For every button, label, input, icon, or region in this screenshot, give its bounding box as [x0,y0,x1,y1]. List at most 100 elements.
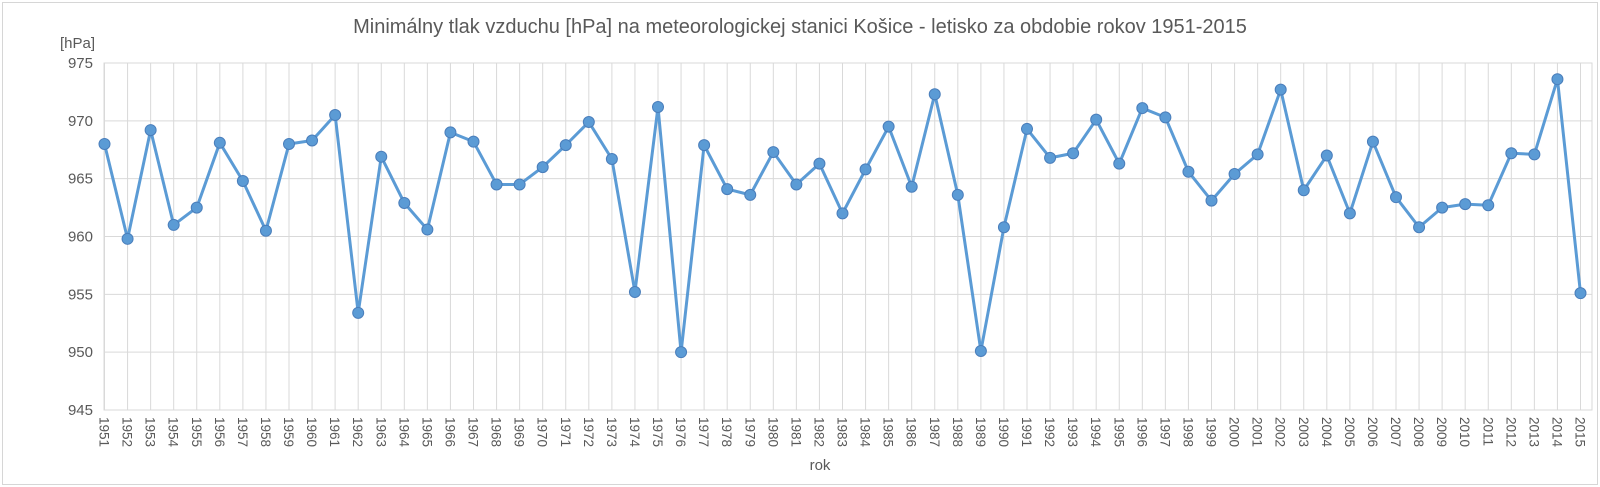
x-tick-label: 2011 [1480,417,1495,446]
x-tick-label: 1992 [1042,417,1057,447]
data-point-1956 [213,136,226,149]
x-tick-label: 1970 [535,417,550,447]
x-tick-label: 2001 [1250,417,1265,447]
plot-border [103,62,1593,411]
data-point-1966 [444,126,457,139]
x-tick-label: 1972 [581,417,596,447]
chart-title: Minimálny tlak vzduchu [hPa] na meteorol… [353,16,1247,38]
x-tick-label: 1986 [904,417,919,447]
data-point-1974 [628,286,641,299]
x-tick-label: 2000 [1227,417,1242,447]
data-point-1958 [259,224,272,237]
x-tick-label: 1966 [442,417,457,447]
x-tick-label: 1978 [719,417,734,447]
data-point-1981 [790,178,803,191]
x-tick-label: 1955 [189,417,204,447]
x-tick-label: 2009 [1434,417,1449,447]
data-point-2003 [1297,184,1310,197]
data-point-2007 [1390,191,1402,204]
x-tick-label: 1988 [950,417,965,447]
x-tick-label: 1997 [1157,417,1172,447]
y-tick-label: 970 [68,113,93,130]
x-tick-label: 2007 [1388,417,1403,447]
data-point-1975 [652,100,664,113]
x-tick-label: 1980 [765,417,780,447]
x-tick-label: 1979 [742,417,757,447]
x-tick-label: 1998 [1180,417,1195,447]
x-tick-label: 2006 [1365,417,1380,447]
data-point-1991 [1021,122,1033,135]
data-point-2000 [1228,168,1241,181]
data-point-1962 [352,306,365,319]
data-point-1973 [605,153,618,166]
data-point-1976 [675,346,688,359]
data-point-1987 [928,88,941,101]
x-tick-label: 1973 [604,417,619,447]
x-tick-label: 1975 [650,417,665,447]
data-point-1951 [98,137,111,150]
x-tick-label: 1968 [489,417,504,447]
pressure-series [98,73,1587,359]
data-point-1964 [398,196,411,209]
x-tick-label: 1963 [373,417,388,447]
x-tick-label: 1999 [1204,417,1219,447]
x-tick-label: 1991 [1019,417,1034,447]
data-point-1952 [121,232,134,245]
x-tick-label: 1959 [281,417,296,447]
data-point-1996 [1136,102,1149,115]
x-tick-label: 1967 [466,417,481,447]
x-tick-label: 2005 [1342,417,1357,447]
data-point-1989 [974,345,987,358]
data-point-1992 [1044,151,1057,164]
x-tick-label: 1994 [1088,417,1103,448]
y-tick-label: 945 [68,402,93,419]
data-point-1972 [582,115,595,128]
data-point-1999 [1205,194,1218,207]
x-tick-label: 2008 [1411,417,1426,447]
gridlines [103,62,1593,411]
data-point-1980 [767,146,780,159]
y-tick-label: 965 [68,171,93,188]
y-tick-label: 955 [68,286,93,303]
data-point-1988 [951,188,964,201]
x-tick-label: 1976 [673,417,688,447]
data-point-1971 [559,139,572,152]
data-point-2008 [1413,221,1426,234]
x-tick-label: 1984 [858,417,873,448]
x-tick-label: 1951 [97,417,112,447]
x-tick-label: 1964 [396,417,411,448]
data-point-2009 [1436,201,1449,214]
y-tick-label: 950 [68,344,93,361]
data-point-1997 [1159,111,1172,124]
data-point-1983 [836,207,849,220]
data-point-2002 [1274,83,1287,96]
data-point-2005 [1343,207,1356,220]
x-tick-label: 1996 [1134,417,1149,447]
y-axis-unit-label: [hPa] [60,35,95,52]
x-tick-label: 1952 [120,417,135,447]
data-point-2001 [1251,148,1264,161]
y-axis-tick-labels: 945 950 955 960 965 970 975 [68,55,93,419]
data-point-1977 [698,139,711,152]
data-point-1967 [467,135,480,148]
x-tick-label: 1982 [811,417,826,447]
x-tick-label: 1969 [512,417,527,447]
x-tick-label: 1977 [696,417,711,447]
data-point-1979 [744,188,757,201]
data-point-1986 [905,180,918,193]
x-tick-label: 1960 [304,417,319,447]
data-point-1984 [859,163,872,176]
x-tick-label: 1993 [1065,417,1080,447]
data-point-1953 [144,124,157,137]
data-point-2010 [1459,198,1472,211]
data-point-2012 [1505,147,1518,160]
data-point-1993 [1067,147,1080,160]
x-tick-label: 1987 [927,417,942,447]
x-tick-label: 1981 [788,417,803,447]
data-point-1960 [306,134,319,147]
x-tick-label: 2004 [1319,417,1334,448]
x-tick-label: 1971 [558,417,573,447]
x-tick-label: 2015 [1573,417,1588,447]
x-tick-label: 2010 [1457,417,1472,447]
